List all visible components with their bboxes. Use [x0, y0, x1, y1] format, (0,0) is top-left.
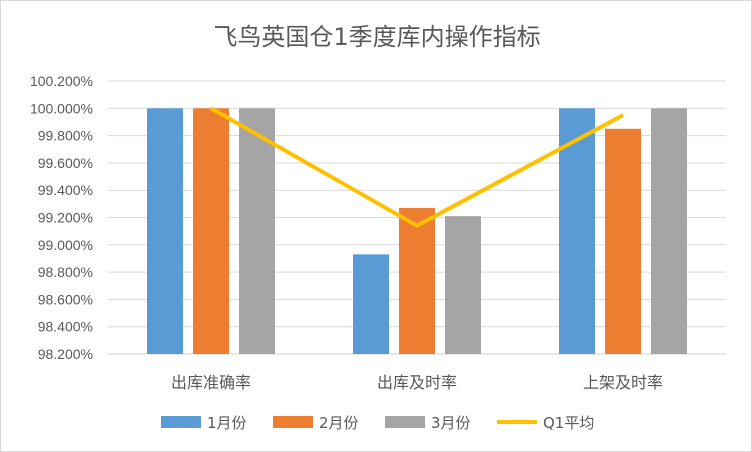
legend-label: Q1平均 [543, 414, 594, 432]
bars [147, 108, 687, 354]
bar [445, 216, 481, 354]
average-series-line [210, 106, 624, 228]
y-tick-label: 98.400% [38, 319, 93, 335]
bar [239, 108, 275, 354]
x-category-label: 出库准确率 [171, 373, 251, 392]
y-tick-label: 100.200% [30, 73, 93, 89]
y-tick-label: 98.200% [38, 346, 93, 362]
y-tick-label: 99.400% [38, 182, 93, 198]
legend-swatch [385, 416, 425, 428]
x-category-label: 出库及时率 [377, 373, 457, 392]
x-category-label: 上架及时率 [583, 373, 663, 392]
chart-title: 飞鸟英国仓1季度库内操作指标 [213, 23, 540, 51]
y-axis-ticks: 98.200% 98.400% 98.600% 98.800% 99.000% 99.20… [30, 73, 93, 362]
bar [399, 207, 435, 354]
legend: 1月份 2月份 3月份 Q1平均 [161, 414, 594, 432]
y-tick-label: 99.600% [38, 155, 93, 171]
bar [147, 108, 183, 354]
bar [605, 128, 641, 354]
bar [193, 108, 229, 354]
average-line [210, 106, 624, 228]
y-tick-label: 99.000% [38, 237, 93, 253]
legend-swatch [161, 416, 201, 428]
legend-swatch [273, 416, 313, 428]
bar [353, 254, 389, 354]
legend-label: 2月份 [319, 414, 359, 432]
x-axis-categories: 出库准确率 出库及时率 上架及时率 [171, 373, 663, 392]
bar [559, 108, 595, 354]
y-tick-label: 99.200% [38, 210, 93, 226]
bar [651, 108, 687, 354]
y-tick-label: 100.000% [30, 100, 93, 116]
legend-label: 1月份 [207, 414, 247, 432]
y-tick-label: 99.800% [38, 128, 93, 144]
y-tick-label: 98.800% [38, 264, 93, 280]
y-tick-label: 98.600% [38, 291, 93, 307]
legend-label: 3月份 [431, 414, 471, 432]
